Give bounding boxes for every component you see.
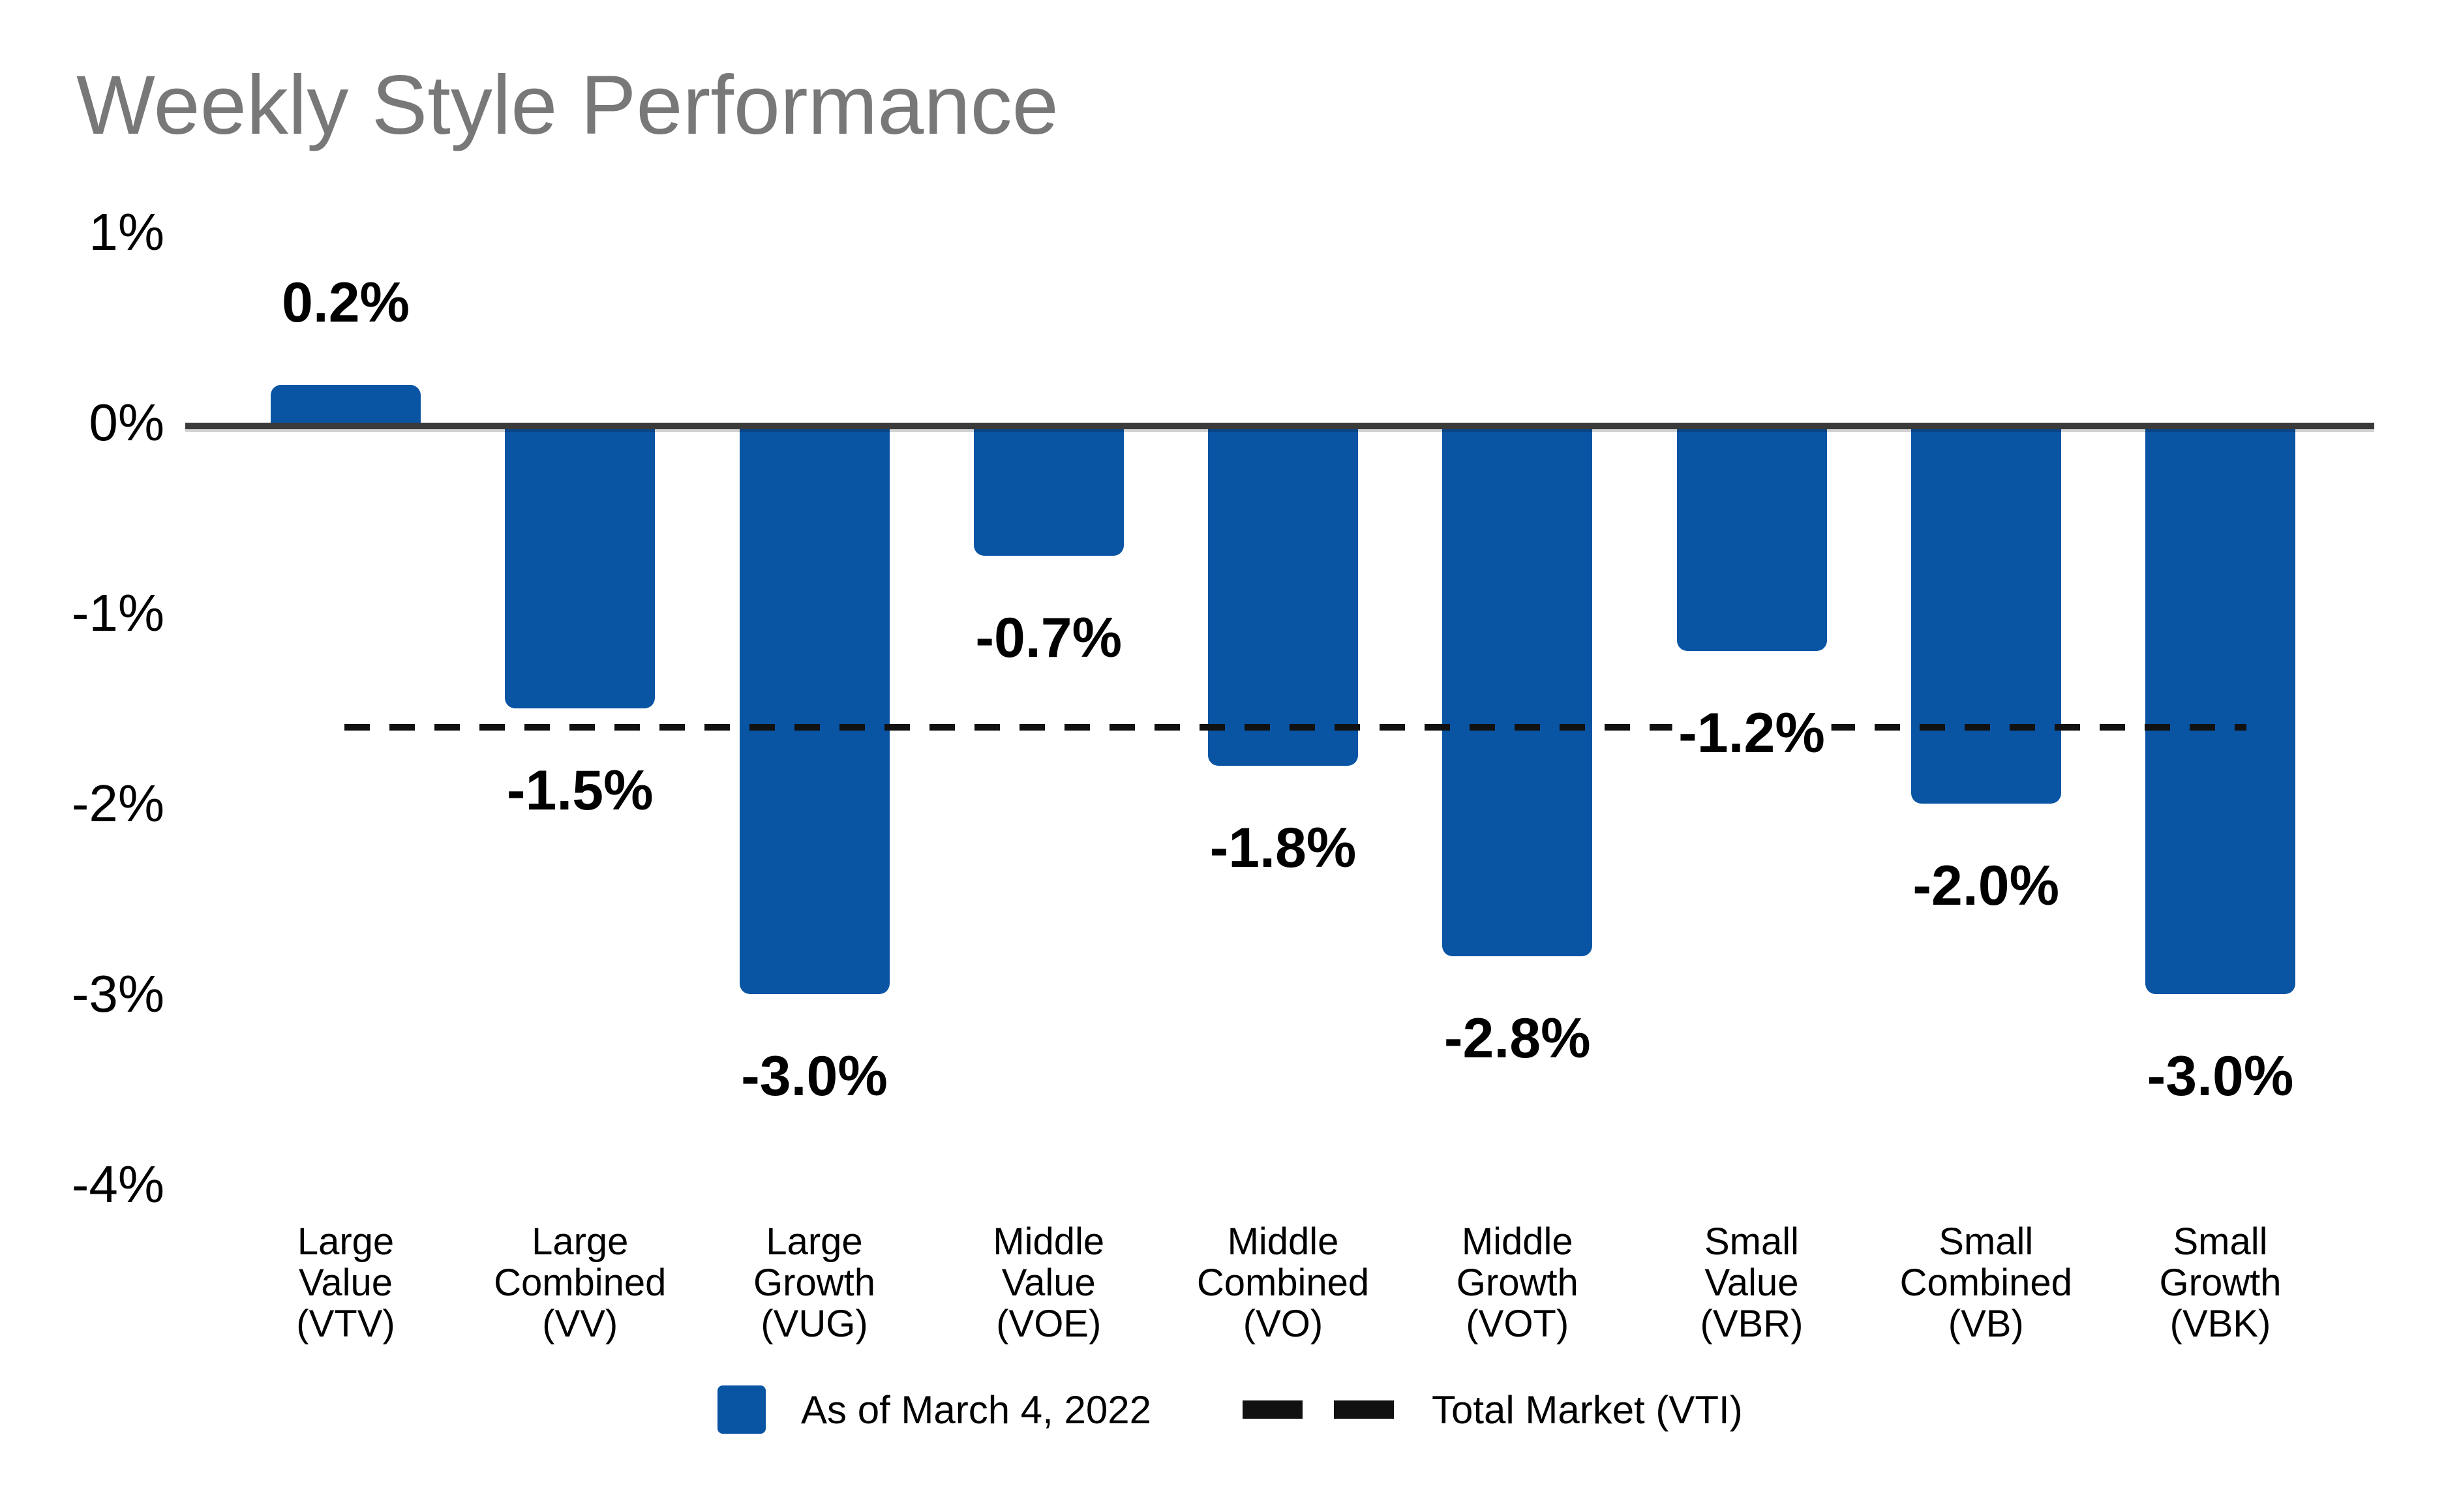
category-label-line: (VBK) [2169, 1303, 2271, 1345]
bar-0 [271, 384, 421, 423]
value-label-4: -1.8% [1203, 816, 1363, 879]
legend: As of March 4, 2022 Total Market (VTI) [717, 1385, 1743, 1434]
category-label-line: (VB) [1948, 1303, 2024, 1345]
legend-bar-swatch [717, 1385, 766, 1434]
x-axis-line [185, 423, 2374, 429]
category-label-4: Middle Combined (VO) [1153, 1221, 1413, 1344]
category-label-line: (VUG) [761, 1303, 868, 1345]
category-label-line: Value [1704, 1262, 1799, 1304]
category-label-line: Large [766, 1220, 863, 1263]
category-label-line: Growth [2159, 1262, 2282, 1304]
dash-icon [1333, 1400, 1394, 1419]
category-label-line: Middle [1227, 1220, 1339, 1263]
category-label-line: Combined [1196, 1262, 1370, 1304]
category-label-line: (VOT) [1466, 1303, 1569, 1345]
value-label-8: -3.0% [2140, 1045, 2301, 1108]
value-label-1: -1.5% [500, 759, 660, 822]
category-label-line: Small [2173, 1220, 2268, 1263]
legend-reference-label: Total Market (VTI) [1431, 1387, 1743, 1432]
value-label-6: -1.2% [1672, 702, 1832, 765]
bar-1 [505, 423, 656, 708]
chart-title: Weekly Style Performance [76, 59, 1059, 152]
value-label-0: 0.2% [275, 271, 417, 334]
bar-8 [2145, 423, 2295, 994]
y-tick-label-1: 0% [89, 393, 164, 451]
category-label-line: (VBR) [1700, 1303, 1804, 1345]
category-label-line: (VV) [542, 1303, 618, 1345]
bar-3 [973, 423, 1124, 556]
category-label-line: Large [297, 1220, 395, 1263]
bar-7 [1910, 423, 2061, 804]
category-label-3: Middle Value (VOE) [918, 1221, 1179, 1344]
reference-line [344, 724, 2246, 731]
bar-5 [1442, 423, 1593, 956]
category-label-1: Large Combined (VV) [449, 1221, 710, 1344]
value-label-2: -3.0% [734, 1045, 894, 1108]
bar-4 [1208, 423, 1358, 766]
category-label-0: Large Value (VTV) [215, 1221, 476, 1344]
category-label-7: Small Combined (VB) [1856, 1221, 2117, 1344]
category-label-5: Middle Growth (VOT) [1387, 1221, 1648, 1344]
legend-bar-label: As of March 4, 2022 [801, 1387, 1151, 1432]
bar-6 [1676, 423, 1827, 652]
category-label-line: Large [532, 1220, 629, 1263]
category-label-line: (VTV) [296, 1303, 395, 1345]
category-label-line: Small [1704, 1220, 1800, 1263]
dash-icon [1242, 1400, 1303, 1419]
category-label-line: Combined [1899, 1262, 2072, 1304]
y-tick-label-0: 1% [89, 203, 164, 261]
category-label-line: Middle [993, 1220, 1105, 1263]
category-label-line: Middle [1461, 1220, 1573, 1263]
category-label-line: (VOE) [996, 1303, 1102, 1345]
y-tick-label-3: -2% [71, 774, 164, 832]
value-label-3: -0.7% [969, 607, 1129, 670]
category-label-6: Small Value (VBR) [1622, 1221, 1882, 1344]
y-tick-label-2: -1% [71, 584, 164, 642]
category-label-2: Large Growth (VUG) [684, 1221, 945, 1344]
category-label-line: Growth [1456, 1262, 1578, 1304]
value-label-5: -2.8% [1437, 1006, 1597, 1070]
y-tick-label-5: -4% [71, 1155, 164, 1213]
legend-dashed-line-swatch [1242, 1400, 1394, 1419]
y-tick-label-4: -3% [71, 965, 164, 1023]
category-label-line: Combined [494, 1262, 667, 1304]
category-label-line: Growth [753, 1262, 875, 1304]
category-label-line: (VO) [1243, 1303, 1323, 1345]
category-label-line: Value [1001, 1262, 1096, 1304]
category-label-line: Small [1939, 1220, 2034, 1263]
category-label-line: Value [298, 1262, 393, 1304]
bar-2 [739, 423, 890, 994]
value-label-7: -2.0% [1906, 854, 2066, 917]
category-label-8: Small Growth (VBK) [2090, 1221, 2351, 1344]
